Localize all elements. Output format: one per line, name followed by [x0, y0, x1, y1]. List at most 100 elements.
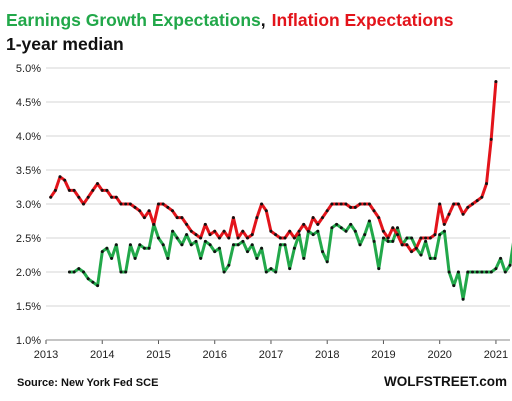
- data-point-earnings: [353, 229, 357, 233]
- data-point-inflation: [119, 202, 123, 206]
- x-tick-label: 2015: [146, 349, 170, 361]
- data-point-inflation: [222, 229, 226, 233]
- data-point-inflation: [311, 216, 315, 220]
- data-point-inflation: [105, 188, 109, 192]
- data-point-inflation: [264, 209, 268, 213]
- data-point-earnings: [456, 270, 460, 274]
- data-point-inflation: [213, 229, 217, 233]
- data-point-earnings: [278, 243, 282, 247]
- data-point-earnings: [180, 243, 184, 247]
- data-point-inflation: [335, 202, 339, 206]
- data-point-inflation: [363, 202, 367, 206]
- data-point-earnings: [166, 256, 170, 260]
- data-point-inflation: [391, 226, 395, 230]
- data-point-earnings: [194, 239, 198, 243]
- data-point-earnings: [246, 250, 249, 254]
- data-point-inflation: [138, 209, 142, 213]
- data-point-inflation: [53, 188, 57, 192]
- data-point-earnings: [72, 270, 76, 274]
- data-point-earnings: [311, 233, 315, 237]
- data-point-inflation: [49, 195, 53, 199]
- data-point-inflation: [175, 216, 179, 220]
- data-point-inflation: [367, 202, 371, 206]
- data-point-inflation: [86, 195, 90, 199]
- data-point-earnings: [185, 233, 189, 237]
- data-point-earnings: [82, 270, 85, 274]
- data-point-earnings: [236, 243, 240, 247]
- data-point-earnings: [494, 267, 498, 271]
- data-point-inflation: [171, 209, 174, 213]
- series-line-inflation: [49, 80, 498, 254]
- data-point-earnings: [138, 243, 142, 247]
- y-tick-label: 3.5%: [16, 165, 41, 177]
- data-point-inflation: [461, 212, 465, 216]
- data-point-inflation: [77, 195, 81, 199]
- data-point-inflation: [161, 202, 165, 206]
- data-point-inflation: [485, 182, 488, 186]
- data-point-inflation: [278, 236, 282, 240]
- data-point-inflation: [100, 188, 104, 192]
- data-point-inflation: [410, 250, 413, 254]
- data-point-inflation: [372, 209, 376, 213]
- data-point-earnings: [396, 226, 399, 230]
- data-point-earnings: [321, 250, 324, 254]
- data-point-inflation: [194, 233, 198, 237]
- data-point-earnings: [77, 267, 81, 271]
- data-point-inflation: [306, 229, 310, 233]
- data-point-inflation: [302, 222, 306, 226]
- data-point-earnings: [302, 256, 306, 260]
- data-point-earnings: [105, 246, 109, 250]
- data-point-inflation: [124, 202, 128, 206]
- data-point-inflation: [255, 216, 259, 220]
- data-point-earnings: [213, 250, 217, 254]
- data-point-inflation: [269, 229, 273, 233]
- x-tick-label: 2013: [34, 349, 58, 361]
- x-tick-label: 2019: [371, 349, 395, 361]
- data-point-inflation: [217, 236, 221, 240]
- data-point-inflation: [424, 236, 428, 240]
- data-point-inflation: [419, 236, 423, 240]
- data-point-inflation: [133, 205, 137, 209]
- data-point-earnings: [68, 270, 71, 274]
- data-point-earnings: [358, 243, 362, 247]
- data-point-inflation: [452, 202, 456, 206]
- data-point-inflation: [344, 202, 348, 206]
- data-point-earnings: [330, 226, 334, 230]
- data-point-earnings: [241, 239, 245, 243]
- data-point-earnings: [466, 270, 470, 274]
- data-point-earnings: [316, 229, 320, 233]
- data-point-earnings: [175, 236, 179, 240]
- data-point-inflation: [283, 236, 287, 240]
- data-point-earnings: [260, 246, 264, 250]
- data-point-earnings: [363, 233, 367, 237]
- data-point-inflation: [405, 243, 409, 247]
- data-point-earnings: [288, 267, 292, 271]
- data-point-inflation: [260, 202, 264, 206]
- data-point-inflation: [480, 195, 484, 199]
- data-point-inflation: [208, 233, 212, 237]
- data-point-earnings: [419, 253, 423, 257]
- data-point-inflation: [203, 222, 207, 226]
- data-point-earnings: [377, 267, 381, 271]
- data-point-earnings: [410, 236, 414, 240]
- title-inflation: Inflation Expectations: [272, 10, 454, 30]
- data-point-earnings: [471, 270, 474, 274]
- y-axis: 1.0% 1.5% 2.0% 2.5% 3.0% 3.5% 4.0% 4.5% 5.0%: [16, 63, 41, 347]
- data-point-earnings: [372, 239, 376, 243]
- data-point-earnings: [503, 270, 507, 274]
- data-point-earnings: [100, 250, 104, 254]
- data-point-earnings: [367, 219, 371, 223]
- data-point-earnings: [339, 226, 343, 230]
- data-point-earnings: [442, 229, 446, 233]
- data-point-earnings: [499, 256, 503, 260]
- data-point-inflation: [185, 222, 189, 226]
- data-point-inflation: [67, 188, 71, 192]
- data-point-earnings: [508, 263, 512, 267]
- y-tick-label: 5.0%: [16, 63, 41, 75]
- data-point-inflation: [386, 236, 390, 240]
- title-separator: ,: [261, 10, 266, 30]
- series-layer: [49, 80, 512, 301]
- x-axis: 2013 2014 2015 2016 2017 2018 2019 2020 2021: [34, 340, 508, 361]
- y-tick-label: 4.0%: [16, 131, 41, 143]
